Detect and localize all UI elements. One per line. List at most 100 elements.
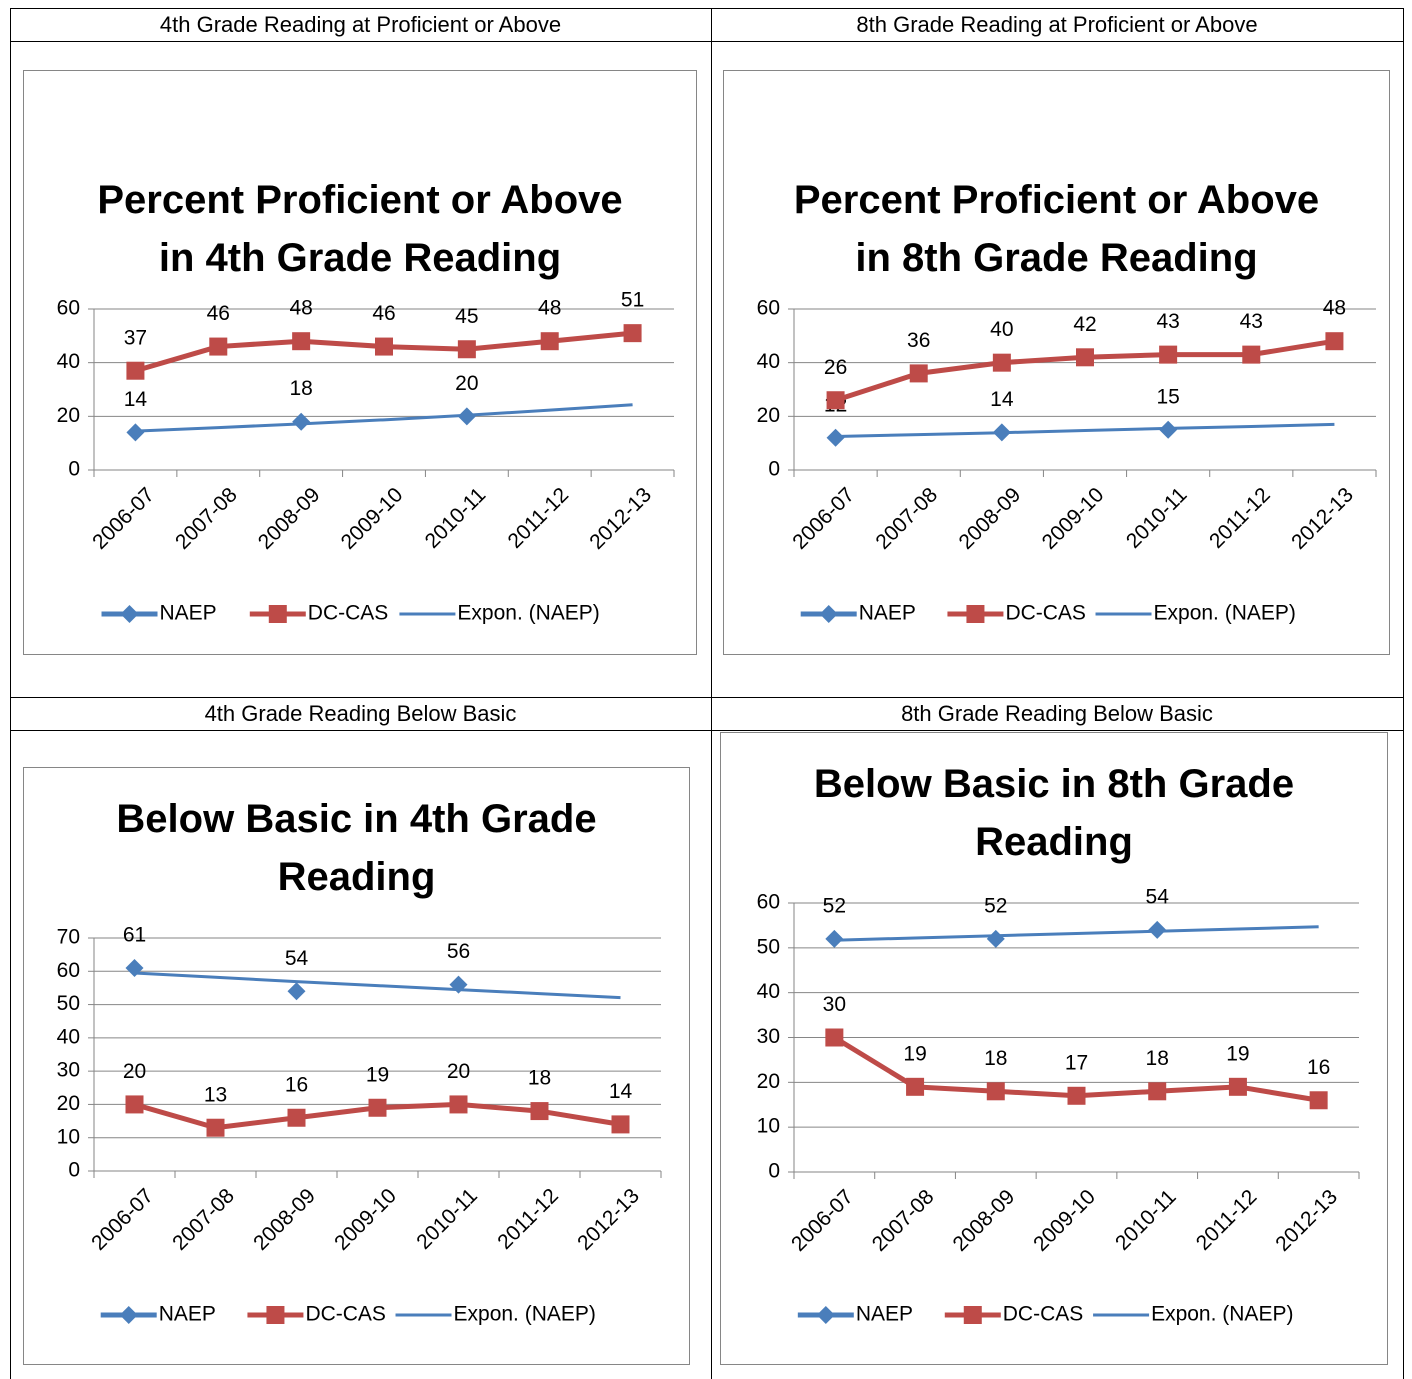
- data-label: 14: [990, 388, 1014, 411]
- data-label: 16: [285, 1073, 308, 1096]
- marker-square: [966, 605, 985, 623]
- data-label: 43: [1240, 310, 1263, 333]
- data-label: 13: [204, 1083, 227, 1106]
- legend-label: DC-CAS: [305, 1303, 386, 1326]
- marker-square: [611, 1115, 630, 1134]
- data-label: 43: [1156, 310, 1179, 333]
- data-label: 14: [609, 1080, 633, 1103]
- cell-header: 8th Grade Reading at Proficient or Above: [856, 12, 1258, 37]
- marker-square: [368, 1098, 387, 1117]
- y-tick-label: 40: [757, 350, 780, 373]
- y-tick-label: 30: [757, 1025, 780, 1048]
- marker-square: [1076, 348, 1094, 367]
- x-tick-label: 2009-10: [330, 1184, 401, 1255]
- y-tick-label: 50: [57, 992, 80, 1015]
- data-label: 20: [447, 1060, 470, 1083]
- x-tick-label: 2010-11: [412, 1184, 482, 1254]
- series-line: [834, 925, 1319, 942]
- data-label: 20: [123, 1060, 146, 1083]
- chart-svg: 0 10 20 30 40 50 60 2006-07 2007-08 2008-09 2009-1…: [757, 885, 1360, 1326]
- marker-square: [826, 391, 845, 410]
- cell-header: 4th Grade Reading at Proficient or Above: [159, 12, 562, 37]
- data-label: 56: [447, 940, 470, 963]
- x-tick-label: 2009-10: [337, 483, 408, 554]
- y-tick-label: 0: [768, 1160, 780, 1183]
- x-tick-label: 2010-11: [1111, 1185, 1181, 1255]
- x-tick-label: 2006-07: [87, 1184, 158, 1255]
- y-tick-label: 40: [57, 1025, 80, 1048]
- marker-square: [375, 337, 393, 356]
- data-label: 54: [1146, 885, 1170, 908]
- x-tick-label: 2007-08: [171, 483, 242, 554]
- data-label: 16: [1307, 1056, 1330, 1079]
- marker-square: [126, 361, 145, 380]
- chart-svg: 0 20 40 60 2006-07 2007-08 2008-09 2009-10 2010-…: [757, 297, 1377, 625]
- y-tick-label: 60: [57, 959, 80, 982]
- x-tick-label: 2008-09: [249, 1184, 320, 1255]
- marker-square: [906, 1077, 925, 1096]
- marker-diamond: [125, 958, 144, 977]
- marker-square: [292, 332, 311, 351]
- chart: 0 20 40 60 2006-07 2007-08 2008-09 2009-10 2010-…: [723, 70, 1390, 655]
- data-label: 61: [123, 924, 146, 947]
- marker-square: [909, 364, 928, 383]
- marker-diamond: [986, 929, 1005, 948]
- marker-square: [206, 1118, 225, 1137]
- cell-header: 8th Grade Reading Below Basic: [901, 701, 1213, 726]
- x-tick-label: 2012-13: [573, 1184, 644, 1255]
- marker-square: [992, 353, 1011, 372]
- marker-square: [268, 605, 287, 623]
- marker-square: [1309, 1091, 1328, 1110]
- y-tick-label: 40: [757, 980, 780, 1003]
- chart-title: Below Basic in 4th Grade Reading: [116, 797, 597, 899]
- chart-title: Percent Proficient or Above in 4th Grade…: [97, 178, 623, 280]
- data-label: 48: [1323, 297, 1346, 320]
- marker-square: [963, 1306, 982, 1324]
- marker-square: [266, 1306, 285, 1324]
- table-border: [711, 8, 712, 1379]
- legend-label: NAEP: [160, 602, 217, 625]
- x-tick-label: 2012-13: [585, 483, 656, 554]
- data-label: 19: [903, 1042, 926, 1065]
- x-tick-label: 2011-12: [493, 1184, 563, 1254]
- legend-label: DC-CAS: [1003, 1303, 1084, 1326]
- series-line: [134, 971, 621, 1000]
- y-tick-label: 0: [768, 458, 780, 481]
- marker-square: [1242, 345, 1261, 364]
- table-border: [10, 697, 1404, 698]
- y-tick-label: 60: [57, 297, 80, 320]
- data-label: 48: [289, 297, 312, 320]
- data-label: 52: [984, 894, 1007, 917]
- x-tick-label: 2006-07: [88, 483, 159, 554]
- marker-diamond: [287, 982, 306, 1001]
- marker-diamond: [816, 1306, 835, 1324]
- y-tick-label: 50: [757, 935, 780, 958]
- marker-square: [986, 1082, 1005, 1101]
- chart: 0 10 20 30 40 50 60 70 2006-07 2007-08 2008-09 2009…: [23, 767, 690, 1365]
- marker-square: [825, 1028, 844, 1047]
- marker-square: [540, 332, 559, 351]
- x-tick-label: 2010-11: [421, 483, 491, 553]
- data-label: 19: [1226, 1042, 1249, 1065]
- x-tick-label: 2010-11: [1122, 483, 1192, 553]
- x-tick-label: 2008-09: [955, 483, 1026, 554]
- x-tick-label: 2009-10: [1038, 483, 1109, 554]
- x-tick-label: 2011-12: [504, 483, 574, 553]
- marker-square: [287, 1108, 306, 1127]
- x-tick-label: 2006-07: [788, 483, 859, 554]
- chart: 0 10 20 30 40 50 60 2006-07 2007-08 2008-09 2009-1…: [720, 732, 1388, 1365]
- x-tick-label: 2011-12: [1192, 1185, 1262, 1255]
- marker-square: [1067, 1086, 1086, 1105]
- chart: 0 20 40 60 2006-07 2007-08 2008-09 2009-10 2010-…: [23, 70, 697, 655]
- data-label: 18: [1146, 1047, 1169, 1070]
- marker-diamond: [119, 1306, 138, 1324]
- data-label: 51: [621, 289, 644, 312]
- data-label: 37: [124, 326, 147, 349]
- data-label: 48: [538, 297, 561, 320]
- data-label: 36: [907, 329, 930, 352]
- marker-square: [1159, 345, 1178, 364]
- y-tick-label: 40: [57, 350, 80, 373]
- data-label: 30: [823, 993, 846, 1016]
- data-label: 46: [207, 302, 230, 325]
